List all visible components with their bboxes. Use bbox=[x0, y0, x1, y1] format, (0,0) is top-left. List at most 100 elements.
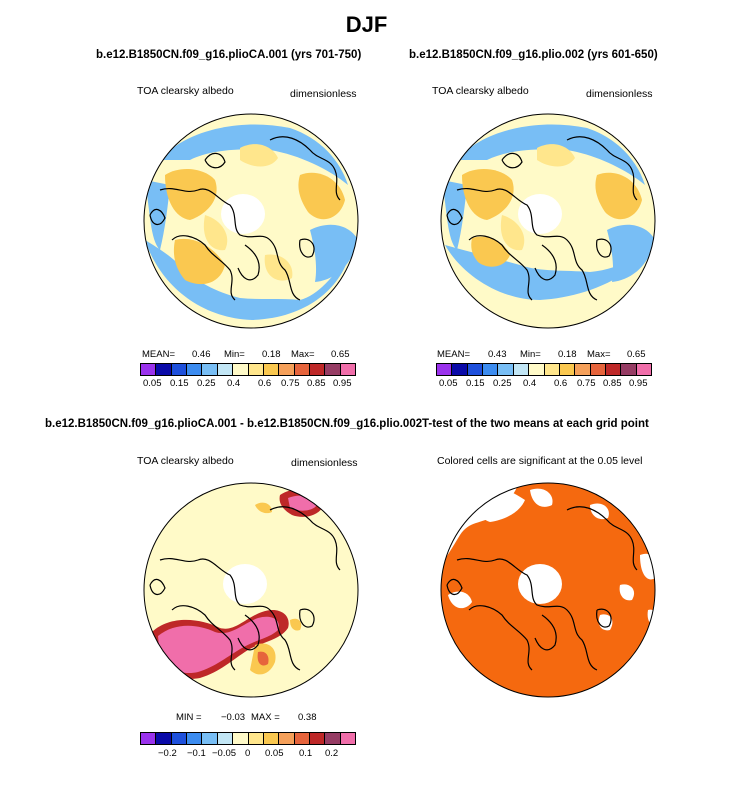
colorbar-swatch bbox=[467, 364, 484, 375]
colorbar-swatch bbox=[263, 364, 280, 375]
panel3-tick: −0.05 bbox=[212, 748, 237, 759]
colorbar-swatch bbox=[156, 364, 172, 375]
colorbar-swatch bbox=[559, 364, 576, 375]
panel1-tick: 0.6 bbox=[258, 378, 272, 389]
colorbar-swatch bbox=[621, 364, 637, 375]
colorbar-swatch bbox=[141, 364, 157, 375]
colorbar-swatch bbox=[187, 364, 203, 375]
panel3-case-title: b.e12.B1850CN.f09_g16.plioCA.001 - b.e12… bbox=[45, 418, 423, 430]
colorbar-swatch bbox=[325, 733, 341, 744]
panel1-tick: 0.25 bbox=[197, 378, 216, 389]
colorbar-swatch bbox=[325, 364, 341, 375]
colorbar-swatch bbox=[590, 364, 606, 375]
panel2-min-label: Min= bbox=[520, 349, 541, 360]
panel2-mean-value: 0.43 bbox=[488, 349, 507, 360]
panel2-tick: 0.05 bbox=[439, 378, 458, 389]
panel1-max-label: Max= bbox=[291, 349, 315, 360]
panel1-tick: 0.05 bbox=[143, 378, 162, 389]
panel1-tick: 0.85 bbox=[307, 378, 326, 389]
panel1-max-value: 0.65 bbox=[331, 349, 350, 360]
panel1-mean-label: MEAN= bbox=[142, 349, 175, 360]
panel1-colorbar bbox=[140, 363, 356, 376]
panel3-min-value: −0.03 bbox=[221, 712, 246, 723]
panel1-tick: 0.95 bbox=[333, 378, 352, 389]
panel1-min-label: Min= bbox=[224, 349, 245, 360]
colorbar-swatch bbox=[171, 364, 188, 375]
panel3-tick: −0.1 bbox=[187, 748, 206, 759]
colorbar-swatch bbox=[202, 733, 218, 744]
colorbar-swatch bbox=[605, 364, 622, 375]
panel2-tick: 0.25 bbox=[493, 378, 512, 389]
panel4-note: Colored cells are significant at the 0.0… bbox=[437, 455, 643, 467]
panel3-max-value: 0.38 bbox=[298, 712, 317, 723]
panel2-colorbar bbox=[436, 363, 652, 376]
colorbar-swatch bbox=[529, 364, 545, 375]
colorbar-swatch bbox=[279, 364, 295, 375]
colorbar-swatch bbox=[233, 733, 249, 744]
colorbar-swatch bbox=[233, 364, 249, 375]
colorbar-swatch bbox=[294, 733, 310, 744]
panel2-tick: 0.4 bbox=[523, 378, 537, 389]
colorbar-swatch bbox=[575, 364, 591, 375]
colorbar-swatch bbox=[263, 733, 280, 744]
panel1-tick: 0.75 bbox=[281, 378, 300, 389]
colorbar-swatch bbox=[141, 733, 157, 744]
panel2-tick: 0.75 bbox=[577, 378, 596, 389]
panel2-tick: 0.95 bbox=[629, 378, 648, 389]
panel3-colorbar bbox=[140, 732, 356, 745]
colorbar-swatch bbox=[279, 733, 295, 744]
panel1-units-label: dimensionless bbox=[290, 88, 357, 100]
colorbar-swatch bbox=[340, 364, 356, 375]
panel3-min-label: MIN = bbox=[176, 712, 202, 723]
panel2-units-label: dimensionless bbox=[586, 88, 653, 100]
panel2-mean-label: MEAN= bbox=[437, 349, 470, 360]
colorbar-swatch bbox=[498, 364, 514, 375]
colorbar-swatch bbox=[544, 364, 560, 375]
panel1-case-title: b.e12.B1850CN.f09_g16.plioCA.001 (yrs 70… bbox=[96, 49, 362, 61]
panel1-tick: 0.15 bbox=[170, 378, 189, 389]
panel2-case-title: b.e12.B1850CN.f09_g16.plio.002 (yrs 601-… bbox=[409, 49, 658, 61]
panel2-tick: 0.85 bbox=[603, 378, 622, 389]
panel1-variable-label: TOA clearsky albedo bbox=[137, 85, 234, 97]
panel2-min-value: 0.18 bbox=[558, 349, 577, 360]
panel3-tick: 0 bbox=[245, 748, 251, 759]
colorbar-swatch bbox=[437, 364, 453, 375]
panel2-max-label: Max= bbox=[587, 349, 611, 360]
panel3-variable-label: TOA clearsky albedo bbox=[137, 455, 234, 467]
main-title: DJF bbox=[345, 12, 388, 37]
colorbar-swatch bbox=[248, 733, 264, 744]
colorbar-swatch bbox=[187, 733, 203, 744]
panel4-case-title: T-test of the two means at each grid poi… bbox=[422, 418, 649, 430]
panel3-max-label: MAX = bbox=[251, 712, 280, 723]
panel3-tick: 0.05 bbox=[265, 748, 284, 759]
colorbar-swatch bbox=[156, 733, 172, 744]
colorbar-swatch bbox=[340, 733, 356, 744]
panel2-tick: 0.6 bbox=[554, 378, 568, 389]
panel3-tick: 0.1 bbox=[299, 748, 313, 759]
panel3-tick: −0.2 bbox=[158, 748, 177, 759]
panel1-tick: 0.4 bbox=[227, 378, 241, 389]
colorbar-swatch bbox=[202, 364, 218, 375]
colorbar-swatch bbox=[309, 364, 326, 375]
colorbar-swatch bbox=[309, 733, 326, 744]
panel2-max-value: 0.65 bbox=[627, 349, 646, 360]
colorbar-swatch bbox=[294, 364, 310, 375]
colorbar-swatch bbox=[483, 364, 499, 375]
colorbar-swatch bbox=[248, 364, 264, 375]
colorbar-swatch bbox=[513, 364, 530, 375]
colorbar-swatch bbox=[636, 364, 652, 375]
panel1-mean-value: 0.46 bbox=[192, 349, 211, 360]
colorbar-swatch bbox=[217, 733, 234, 744]
colorbar-swatch bbox=[452, 364, 468, 375]
panel1-min-value: 0.18 bbox=[262, 349, 281, 360]
panel3-tick: 0.2 bbox=[325, 748, 339, 759]
panel2-variable-label: TOA clearsky albedo bbox=[432, 85, 529, 97]
panel2-tick: 0.15 bbox=[466, 378, 485, 389]
colorbar-swatch bbox=[217, 364, 234, 375]
panel3-units-label: dimensionless bbox=[291, 457, 358, 469]
colorbar-swatch bbox=[171, 733, 188, 744]
